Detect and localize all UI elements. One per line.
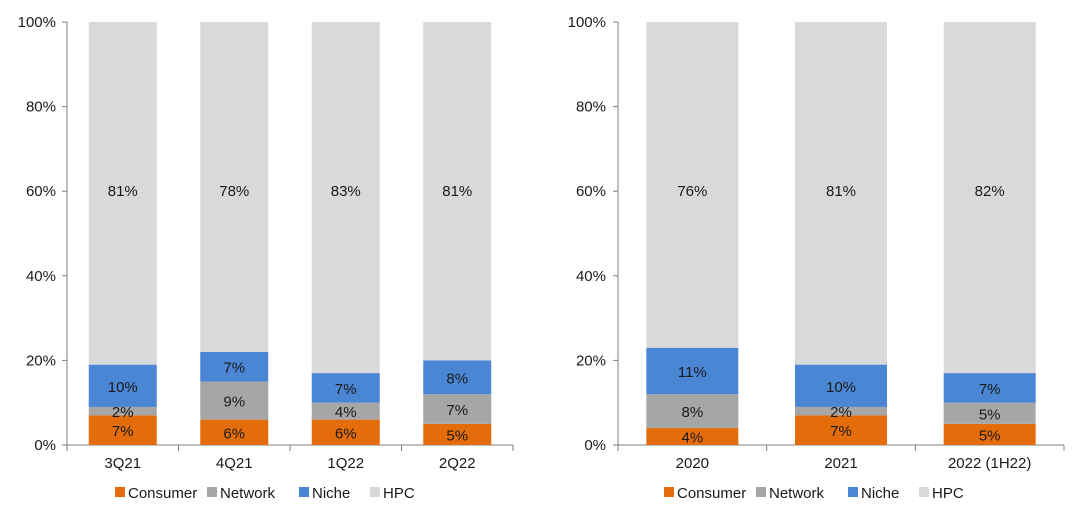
bar-consumer: [943, 423, 1036, 445]
data-label: 4%: [335, 404, 357, 421]
legend-label: Consumer: [128, 485, 197, 502]
legend-swatch: [370, 487, 380, 497]
x-category-label: 2022 (1H22): [948, 455, 1031, 472]
legend-label: Niche: [312, 485, 350, 502]
y-tick-label: 80%: [26, 99, 56, 116]
bar-niche: [311, 373, 380, 403]
x-category-label: 2Q22: [439, 455, 476, 472]
legend-swatch: [848, 487, 858, 497]
bar-hpc: [200, 22, 269, 352]
y-tick-label: 0%: [584, 437, 606, 454]
data-label: 10%: [108, 379, 138, 396]
bar-niche: [646, 347, 739, 395]
legend-label: Niche: [861, 485, 899, 502]
chart-panel-2: 0% 20% 40% 60% 80% 100% 4% 8% 11% 76% 2020 7% 2% 10% 8…: [568, 14, 1065, 502]
data-label: 2%: [112, 404, 134, 421]
legend-label: HPC: [383, 485, 415, 502]
data-label: 81%: [442, 183, 472, 200]
legend-swatch: [115, 487, 125, 497]
y-tick-label: 40%: [26, 268, 56, 285]
bar-consumer: [88, 415, 157, 445]
data-label: 10%: [826, 379, 856, 396]
data-label: 81%: [108, 183, 138, 200]
legend-label: Network: [220, 485, 276, 502]
x-category-label: 1Q22: [327, 455, 364, 472]
y-tick-label: 80%: [576, 99, 606, 116]
data-label: 9%: [223, 394, 245, 411]
data-label: 7%: [223, 360, 245, 377]
data-label: 76%: [677, 183, 707, 200]
bar-consumer: [646, 428, 739, 445]
data-label: 5%: [446, 427, 468, 444]
data-label: 81%: [826, 183, 856, 200]
bar-niche: [88, 364, 157, 407]
data-label: 7%: [446, 402, 468, 419]
bar-hpc: [943, 22, 1036, 374]
legend-swatch: [919, 487, 929, 497]
bar-network: [646, 394, 739, 429]
bar-network: [311, 402, 380, 420]
bar-consumer: [423, 423, 492, 445]
bar-niche: [795, 364, 887, 407]
data-label: 7%: [979, 381, 1001, 398]
data-label: 4%: [681, 430, 703, 447]
data-label: 8%: [681, 404, 703, 421]
bar-consumer: [200, 419, 269, 445]
data-label: 7%: [830, 423, 852, 440]
legend-swatch: [756, 487, 766, 497]
data-label: 83%: [331, 183, 361, 200]
data-label: 7%: [112, 423, 134, 440]
bar-hpc: [423, 22, 492, 361]
chart-panel-1: 0% 20% 40% 60% 80% 100% 7% 2% 10% 81% 3Q21 6% 9% 7% 78…: [18, 14, 514, 502]
data-label: 11%: [678, 364, 707, 381]
bar-hpc: [646, 22, 739, 348]
legend-label: Consumer: [677, 485, 746, 502]
data-label: 7%: [335, 381, 357, 398]
data-label: 5%: [979, 406, 1001, 423]
y-tick-label: 20%: [576, 352, 606, 369]
y-tick-label: 0%: [34, 437, 56, 454]
x-category-label: 4Q21: [216, 455, 253, 472]
bar-consumer: [311, 419, 380, 445]
data-label: 78%: [219, 183, 249, 200]
bar-hpc: [88, 22, 157, 365]
y-tick-label: 20%: [26, 352, 56, 369]
x-category-label: 2020: [676, 455, 709, 472]
y-tick-label: 40%: [576, 268, 606, 285]
bar-network: [423, 394, 492, 424]
y-tick-label: 60%: [576, 183, 606, 200]
data-label: 6%: [223, 425, 245, 442]
bar-hpc: [311, 22, 380, 374]
legend-label: HPC: [932, 485, 964, 502]
bar-network: [943, 402, 1036, 424]
bar-niche: [200, 351, 269, 382]
x-category-label: 3Q21: [104, 455, 141, 472]
bar-hpc: [795, 22, 887, 365]
bar-niche: [943, 373, 1036, 403]
data-label: 82%: [975, 183, 1005, 200]
x-category-label: 2021: [824, 455, 857, 472]
legend-swatch: [207, 487, 217, 497]
y-tick-label: 60%: [26, 183, 56, 200]
bar-network: [88, 406, 157, 416]
data-label: 5%: [979, 427, 1001, 444]
bar-consumer: [795, 415, 887, 445]
bar-network: [795, 406, 887, 416]
bar-niche: [423, 360, 492, 395]
data-label: 2%: [830, 404, 852, 421]
legend-label: Network: [769, 485, 825, 502]
legend-swatch: [299, 487, 309, 497]
legend-swatch: [664, 487, 674, 497]
bar-network: [200, 381, 269, 420]
data-label: 8%: [446, 370, 468, 387]
data-label: 6%: [335, 425, 357, 442]
y-tick-label: 100%: [568, 14, 606, 31]
y-tick-label: 100%: [18, 14, 56, 31]
